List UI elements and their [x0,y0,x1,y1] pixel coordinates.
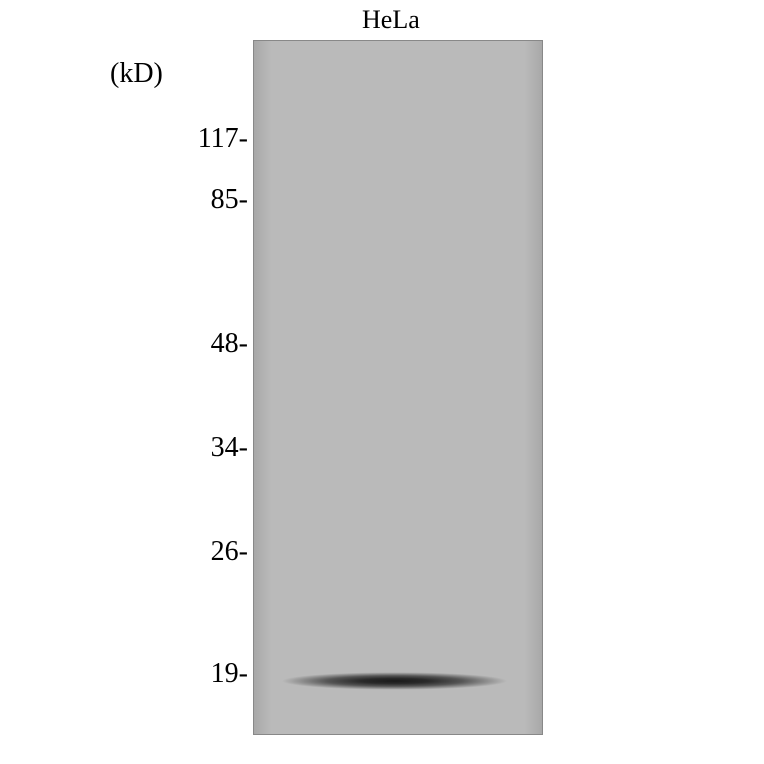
marker-48: 48- [211,328,248,360]
marker-26: 26- [211,536,248,568]
lane-label-hela: HeLa [362,5,420,35]
blot-lane [253,40,543,735]
marker-34: 34- [211,432,248,464]
unit-label-kd: (kD) [110,58,163,90]
marker-85: 85- [211,184,248,216]
protein-band [282,670,507,692]
marker-117: 117- [198,123,248,155]
blot-figure: HeLa (kD) 117- 85- 48- 34- 26- 19- [0,0,764,764]
marker-19: 19- [211,658,248,690]
